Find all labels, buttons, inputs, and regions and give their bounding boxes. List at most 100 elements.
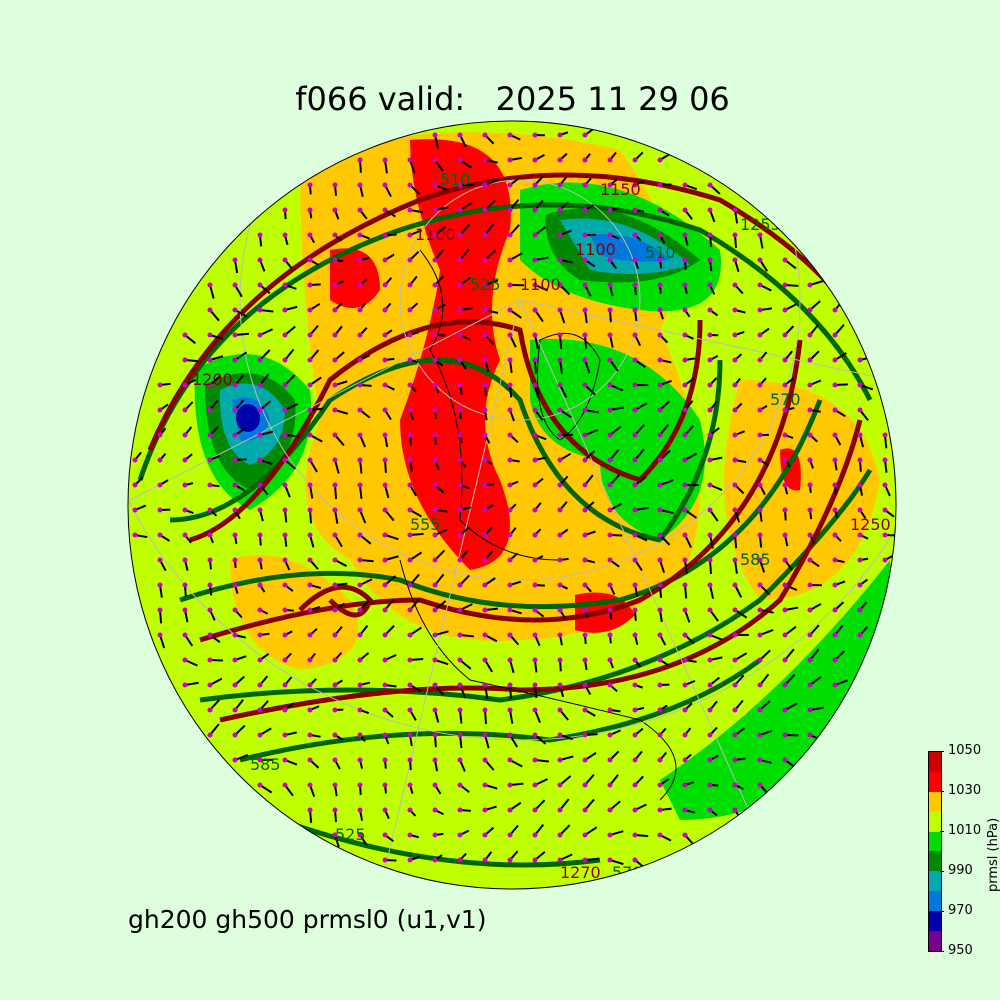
- wind-point: [282, 582, 288, 588]
- wind-point: [782, 557, 788, 563]
- wind-point: [307, 657, 313, 663]
- wind-point: [382, 432, 388, 438]
- wind-point: [407, 657, 413, 663]
- wind-point: [532, 782, 538, 788]
- wind-point: [532, 132, 538, 138]
- wind-point: [607, 357, 613, 363]
- wind-point: [632, 457, 638, 463]
- wind-point: [707, 607, 713, 613]
- wind-point: [682, 807, 688, 813]
- colorbar-segment: [929, 811, 941, 832]
- wind-point: [682, 757, 688, 763]
- wind-point: [857, 557, 863, 563]
- wind-point: [582, 282, 588, 288]
- wind-point: [357, 632, 363, 638]
- wind-point: [282, 457, 288, 463]
- wind-point: [632, 157, 638, 163]
- wind-point: [632, 757, 638, 763]
- wind-point: [682, 482, 688, 488]
- wind-point: [407, 207, 413, 213]
- wind-point: [807, 332, 813, 338]
- wind-point: [757, 632, 763, 638]
- wind-point: [432, 607, 438, 613]
- wind-point: [332, 782, 338, 788]
- wind-point: [832, 457, 838, 463]
- wind-point: [457, 357, 463, 363]
- wind-point: [632, 682, 638, 688]
- wind-point: [382, 457, 388, 463]
- wind-point: [682, 182, 688, 188]
- wind-point: [382, 382, 388, 388]
- contour-label: 1200: [192, 370, 233, 389]
- wind-point: [357, 432, 363, 438]
- wind-point: [482, 457, 488, 463]
- wind-point: [557, 257, 563, 263]
- wind-point: [457, 482, 463, 488]
- wind-point: [457, 757, 463, 763]
- wind-point: [307, 682, 313, 688]
- wind-point: [282, 482, 288, 488]
- wind-point: [582, 632, 588, 638]
- wind-point: [507, 607, 513, 613]
- wind-point: [582, 657, 588, 663]
- wind-point: [632, 782, 638, 788]
- wind-point: [557, 782, 563, 788]
- wind-point: [732, 807, 738, 813]
- wind-point: [657, 257, 663, 263]
- colorbar-tick: 1010: [939, 823, 981, 838]
- wind-point: [432, 857, 438, 863]
- wind-point: [382, 582, 388, 588]
- wind-point: [707, 182, 713, 188]
- wind-point: [457, 157, 463, 163]
- wind-point: [382, 407, 388, 413]
- wind-point: [532, 282, 538, 288]
- wind-point: [707, 507, 713, 513]
- wind-point: [332, 832, 338, 838]
- wind-point: [607, 407, 613, 413]
- wind-point: [182, 482, 188, 488]
- wind-point: [632, 432, 638, 438]
- wind-point: [307, 232, 313, 238]
- wind-point: [657, 732, 663, 738]
- wind-point: [232, 482, 238, 488]
- wind-point: [732, 382, 738, 388]
- wind-point: [482, 582, 488, 588]
- wind-point: [157, 557, 163, 563]
- wind-point: [657, 407, 663, 413]
- wind-point: [257, 682, 263, 688]
- wind-point: [232, 457, 238, 463]
- wind-point: [607, 207, 613, 213]
- wind-point: [607, 857, 613, 863]
- wind-point: [257, 332, 263, 338]
- wind-point: [632, 357, 638, 363]
- wind-point: [582, 182, 588, 188]
- wind-point: [482, 782, 488, 788]
- wind-point: [482, 282, 488, 288]
- wind-point: [532, 482, 538, 488]
- wind-point: [232, 582, 238, 588]
- wind-point: [832, 607, 838, 613]
- wind-point: [257, 307, 263, 313]
- wind-point: [607, 432, 613, 438]
- wind-point: [607, 457, 613, 463]
- wind-point: [482, 682, 488, 688]
- wind-point: [382, 657, 388, 663]
- wind-point: [407, 407, 413, 413]
- wind-point: [407, 182, 413, 188]
- wind-point: [457, 732, 463, 738]
- wind-point: [832, 682, 838, 688]
- wind-point: [132, 482, 138, 488]
- wind-point: [582, 207, 588, 213]
- wind-point: [157, 582, 163, 588]
- wind-point: [307, 307, 313, 313]
- wind-point: [382, 157, 388, 163]
- wind-point: [332, 707, 338, 713]
- wind-point: [607, 782, 613, 788]
- wind-point: [607, 682, 613, 688]
- wind-point: [407, 632, 413, 638]
- wind-point: [832, 532, 838, 538]
- map-subtitle: gh200 gh500 prmsl0 (u1,v1): [128, 905, 487, 934]
- wind-point: [307, 207, 313, 213]
- wind-point: [432, 282, 438, 288]
- wind-point: [307, 332, 313, 338]
